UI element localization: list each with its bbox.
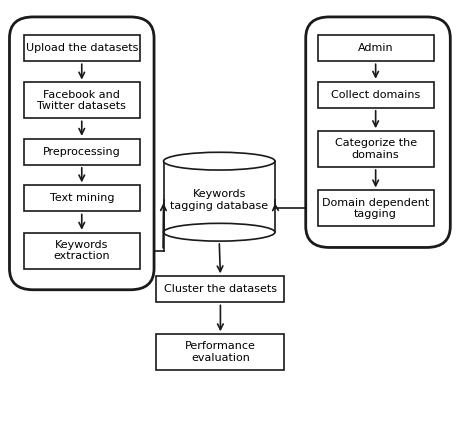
Text: Keywords
extraction: Keywords extraction [54,240,110,261]
FancyBboxPatch shape [318,131,434,167]
Text: Domain dependent
tagging: Domain dependent tagging [322,198,429,219]
Text: Facebook and
Twitter datasets: Facebook and Twitter datasets [37,90,126,111]
Text: Admin: Admin [358,43,393,53]
FancyBboxPatch shape [156,276,284,302]
FancyBboxPatch shape [24,185,140,212]
Text: Performance
evaluation: Performance evaluation [185,341,256,363]
Text: Cluster the datasets: Cluster the datasets [164,284,277,294]
Polygon shape [165,152,273,161]
FancyBboxPatch shape [318,82,434,108]
Text: Preprocessing: Preprocessing [43,147,121,157]
Ellipse shape [164,152,275,170]
Ellipse shape [164,223,275,241]
FancyBboxPatch shape [24,82,140,118]
Text: Text mining: Text mining [49,193,114,203]
Text: Collect domains: Collect domains [331,90,420,100]
FancyBboxPatch shape [24,233,140,269]
FancyBboxPatch shape [24,139,140,165]
Text: Categorize the
domains: Categorize the domains [335,138,417,160]
FancyBboxPatch shape [318,35,434,61]
Text: Upload the datasets: Upload the datasets [26,43,138,53]
Text: Keywords
tagging database: Keywords tagging database [170,190,268,211]
FancyBboxPatch shape [318,190,434,226]
FancyBboxPatch shape [24,35,140,61]
FancyBboxPatch shape [156,334,284,370]
Polygon shape [164,161,275,232]
